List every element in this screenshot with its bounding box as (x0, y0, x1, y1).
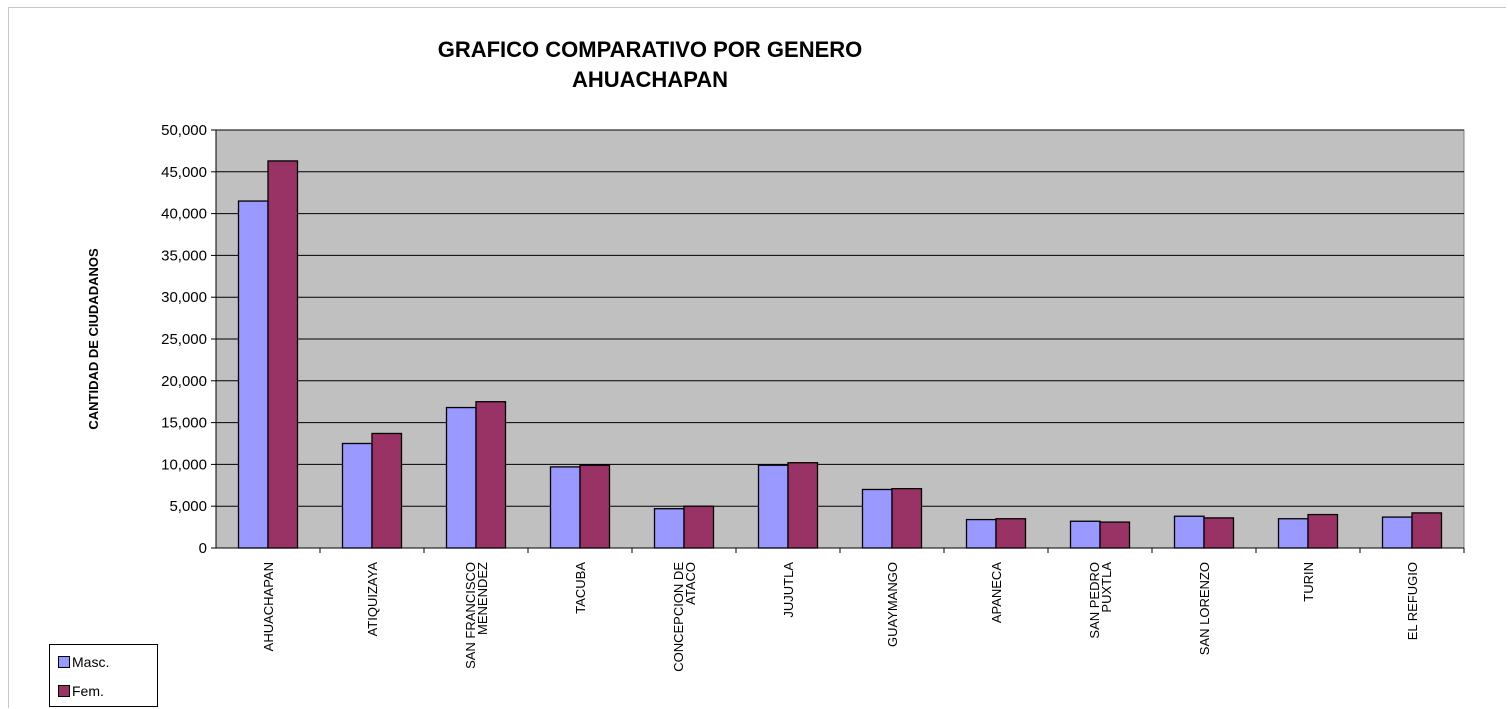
x-tick-label-line: SAN LORENZO (1197, 562, 1212, 655)
bar-masc (861, 488, 893, 549)
x-tick-label-line: SAN FRANCISCO (463, 562, 478, 669)
x-tick-label: JUJUTLA (781, 562, 796, 618)
bar-masc (1381, 516, 1413, 549)
x-tick-label-line: MENENDEZ (475, 562, 490, 635)
bar-fem (683, 505, 715, 549)
x-tick-label-line: SAN PEDRO (1087, 562, 1102, 639)
x-tick-label: TURIN (1301, 562, 1316, 602)
bar-fem (1411, 512, 1443, 549)
x-tick-label-line: ATACO (683, 562, 698, 605)
bar-masc (341, 442, 373, 549)
y-tick-label: 35,000 (161, 247, 207, 264)
legend-item-masc: Masc. (58, 654, 109, 670)
x-tick-label-line: AHUACHAPAN (261, 562, 276, 651)
bar-masc (445, 406, 477, 549)
bar-fem (891, 487, 923, 549)
bar-masc (757, 464, 789, 549)
x-tick-label-line: GUAYMANGO (885, 562, 900, 647)
bar-fem (579, 464, 611, 549)
x-tick-label: TACUBA (573, 562, 588, 614)
y-tick-label: 30,000 (161, 289, 207, 306)
y-tick-label: 5,000 (169, 498, 207, 515)
y-tick-label: 25,000 (161, 331, 207, 348)
legend-label-masc: Masc. (72, 654, 110, 670)
legend-swatch-masc (58, 656, 70, 668)
x-tick-label-line: EL REFUGIO (1405, 562, 1420, 640)
bar-masc (1173, 515, 1205, 549)
x-tick-label: APANECA (989, 562, 1004, 623)
x-tick-label: ATIQUIZAYA (365, 562, 380, 637)
bar-fem (1099, 521, 1131, 549)
y-tick-label: 15,000 (161, 415, 207, 432)
y-tick-label: 10,000 (161, 456, 207, 473)
x-tick-label: AHUACHAPAN (261, 562, 276, 651)
bar-masc (1277, 518, 1309, 549)
y-tick-label: 50,000 (161, 122, 207, 139)
bar-fem (1203, 517, 1235, 549)
bar-fem (371, 432, 403, 549)
bar-fem (787, 462, 819, 549)
bar-fem (995, 518, 1027, 549)
y-tick-label: 45,000 (161, 164, 207, 181)
x-tick-label-line: APANECA (989, 562, 1004, 623)
legend-item-fem: Fem. (58, 683, 104, 699)
y-tick-label: 40,000 (161, 206, 207, 223)
x-tick-label: GUAYMANGO (885, 562, 900, 647)
x-tick-label: EL REFUGIO (1405, 562, 1420, 640)
bar-masc (549, 466, 581, 549)
bar-masc (965, 518, 997, 549)
x-tick-label-line: CONCEPCION DE (671, 562, 686, 672)
x-tick-label: SAN LORENZO (1197, 562, 1212, 655)
chart-frame (8, 7, 1506, 708)
x-tick-label: SAN FRANCISCOMENENDEZ (463, 562, 490, 669)
bar-fem (475, 401, 507, 549)
legend: Masc. Fem. (49, 644, 158, 707)
y-tick-label: 20,000 (161, 373, 207, 390)
legend-swatch-fem (58, 685, 70, 697)
bar-masc (653, 508, 685, 549)
x-tick-label-line: TURIN (1301, 562, 1316, 602)
bar-fem (1307, 513, 1339, 549)
x-tick-label-line: JUJUTLA (781, 562, 796, 618)
bar-masc (237, 200, 269, 549)
x-tick-label-line: ATIQUIZAYA (365, 562, 380, 637)
bar-masc (1069, 520, 1101, 549)
bar-fem (267, 160, 299, 549)
y-axis-label: CANTIDAD DE CIUDADANOS (86, 248, 101, 430)
x-tick-label-line: PUXTLA (1099, 562, 1114, 613)
y-tick-label: 0 (199, 540, 207, 557)
x-tick-label: SAN PEDROPUXTLA (1087, 562, 1114, 639)
x-tick-label: CONCEPCION DEATACO (671, 562, 698, 672)
legend-label-fem: Fem. (72, 683, 104, 699)
x-tick-label-line: TACUBA (573, 562, 588, 614)
